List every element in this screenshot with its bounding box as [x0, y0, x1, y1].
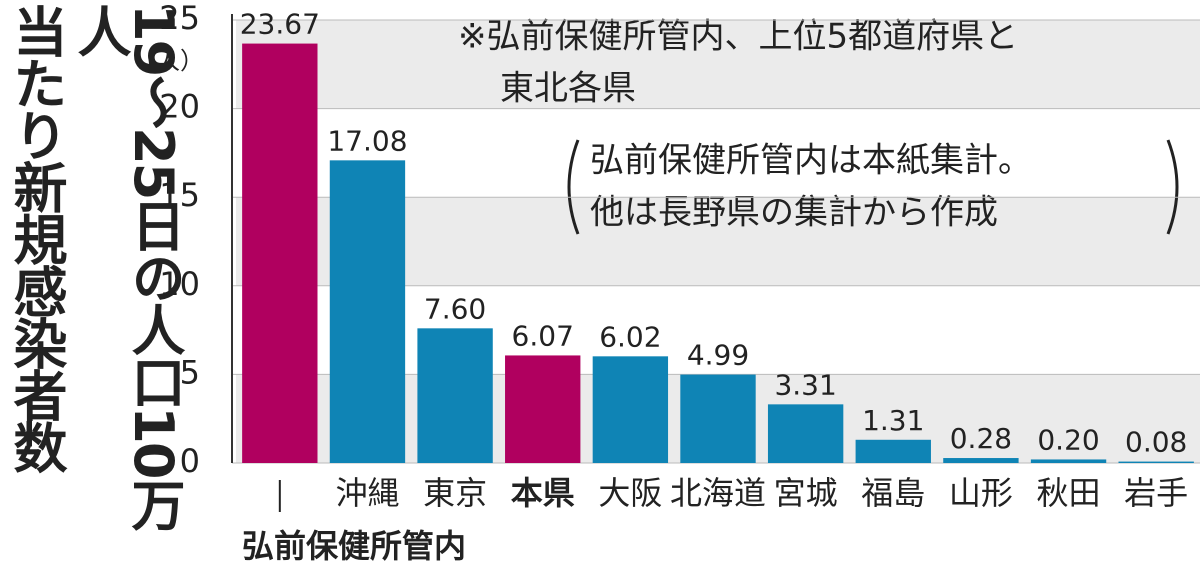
chart-title: 19～25日の人口10万人	[68, 4, 185, 530]
bar	[242, 43, 318, 464]
x-tick-label: 福島	[861, 474, 925, 512]
value-label: 17.08	[327, 124, 407, 157]
y-unit: （人）	[132, 47, 204, 75]
bar	[505, 355, 581, 463]
value-label: 1.31	[862, 404, 924, 437]
value-label: 6.02	[599, 320, 661, 353]
y-tick-label: 5	[180, 353, 200, 391]
bar	[855, 439, 931, 463]
paren	[1166, 139, 1179, 235]
x-tick-label: 沖縄	[335, 474, 399, 512]
bar	[680, 374, 756, 463]
value-label: 23.67	[240, 8, 320, 41]
bar	[417, 328, 493, 463]
note: 東北各県	[500, 69, 636, 109]
bar	[329, 160, 406, 463]
value-label: 0.20	[1037, 423, 1099, 456]
paren	[567, 139, 580, 235]
bar	[1118, 461, 1194, 463]
y-tick-label: 15	[159, 176, 200, 214]
x-tick-label: 岩手	[1124, 474, 1188, 512]
y-tick-label: 25	[159, 0, 200, 37]
source-note: 弘前保健所管内は本紙集計。	[590, 141, 1032, 181]
x-tick-label: 東京	[423, 474, 487, 512]
y-tick-label: 0	[180, 442, 200, 480]
value-label: 0.08	[1125, 426, 1187, 459]
value-label: 3.31	[774, 368, 836, 401]
x-tick-label: 本県	[511, 474, 575, 512]
x-tick-label: 北海道	[670, 474, 766, 512]
note: ※弘前保健所管内、上位5都道府県と	[458, 17, 1018, 57]
x-tick-label: 大阪	[598, 474, 662, 512]
x-tick-label: 山形	[949, 474, 1013, 512]
bar	[943, 458, 1019, 463]
value-label: 0.28	[950, 422, 1012, 455]
bar	[767, 404, 844, 463]
x-tick-label: 秋田	[1037, 474, 1101, 512]
source-note: 他は長野県の集計から作成	[590, 193, 998, 233]
y-tick-label: 10	[159, 265, 200, 303]
chart-title: 当たり新規感染者数	[4, 4, 67, 472]
x-tick-label: 弘前保健所管内	[242, 527, 466, 565]
bar	[1030, 459, 1107, 463]
value-label: 7.60	[424, 292, 486, 325]
y-tick-label: 20	[159, 88, 200, 126]
value-label: 6.07	[512, 319, 574, 352]
grid-band	[236, 20, 1200, 109]
x-tick-label: 宮城	[774, 474, 838, 512]
value-label: 4.99	[687, 339, 749, 372]
bar	[592, 356, 669, 463]
